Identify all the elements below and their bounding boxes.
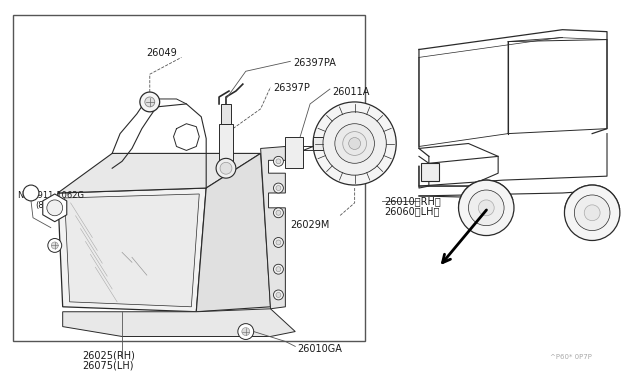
Circle shape [276,267,281,272]
Circle shape [273,238,284,247]
Circle shape [574,195,610,231]
Circle shape [335,124,374,163]
Circle shape [220,162,232,174]
Text: 26397P: 26397P [273,83,310,93]
Text: N 08911-1062G: N 08911-1062G [18,191,84,200]
Circle shape [273,290,284,300]
Bar [219,124,233,168]
Circle shape [145,97,155,107]
Circle shape [584,205,600,221]
Circle shape [478,200,494,216]
Circle shape [276,159,281,164]
Bar [221,104,231,124]
Bar [313,137,327,150]
Circle shape [468,190,504,226]
Text: 26011A: 26011A [332,87,369,97]
Circle shape [276,186,281,190]
Polygon shape [260,147,285,309]
Circle shape [313,102,396,185]
Polygon shape [58,153,260,193]
Circle shape [273,208,284,218]
Text: 26010GA: 26010GA [297,344,342,355]
Text: 26060〈LH〉: 26060〈LH〉 [385,206,440,216]
Text: 26029M: 26029M [291,220,330,230]
Circle shape [48,238,61,252]
Text: 26010〈RH〉: 26010〈RH〉 [385,196,441,206]
Circle shape [23,185,39,201]
Circle shape [273,183,284,193]
Text: 26397PA: 26397PA [293,58,336,68]
Circle shape [273,156,284,166]
Circle shape [276,240,281,245]
Circle shape [242,328,250,336]
Text: ^P60* 0P7P: ^P60* 0P7P [550,354,592,360]
Circle shape [47,200,63,216]
Circle shape [140,92,159,112]
Polygon shape [63,309,295,337]
Circle shape [323,112,387,175]
Circle shape [216,158,236,178]
Circle shape [273,264,284,274]
Circle shape [276,210,281,215]
Circle shape [458,180,514,235]
Text: 26075(LH): 26075(LH) [83,360,134,370]
Text: (8): (8) [35,201,47,210]
Text: 26025(RH): 26025(RH) [83,350,135,360]
Circle shape [349,138,360,150]
Circle shape [51,242,58,249]
Circle shape [276,292,281,297]
Polygon shape [58,188,206,312]
Text: 26049: 26049 [147,48,177,58]
Bar [285,137,303,168]
Polygon shape [65,194,199,307]
Bar [13,15,365,341]
Polygon shape [196,153,271,312]
Text: N: N [28,189,35,198]
Circle shape [564,185,620,240]
Bar [421,163,439,181]
Circle shape [238,324,253,340]
Circle shape [343,132,367,155]
